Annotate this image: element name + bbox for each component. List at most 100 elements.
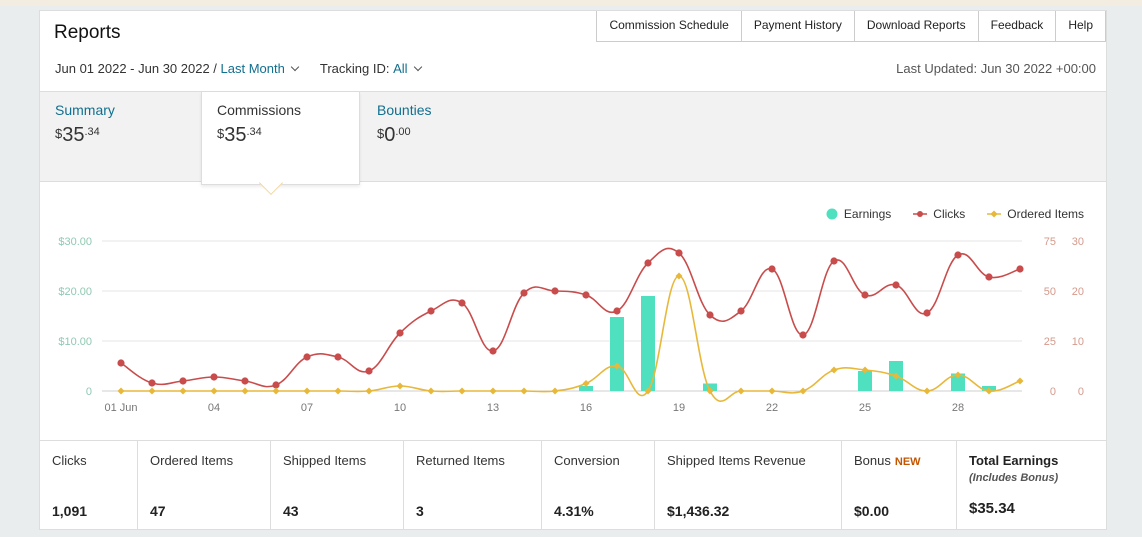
amount-whole: 35 (224, 124, 247, 146)
clicks-point (489, 347, 497, 355)
chart-legend: Earnings Clicks Ordered Items (826, 207, 1084, 221)
x-tick-label: 01 Jun (104, 402, 137, 414)
ordered-items-point (396, 382, 404, 390)
y-right-clicks-tick-label: 25 (1044, 336, 1056, 348)
y-left-tick-label: 0 (86, 386, 92, 398)
top-accent-bar (0, 0, 1142, 6)
ordered-items-point (427, 387, 435, 395)
tab-commissions[interactable]: Commissions $35.34 (201, 92, 360, 185)
ordered-items-point (985, 387, 993, 395)
y-left-tick-label: $30.00 (58, 236, 92, 248)
clicks-point (272, 381, 280, 389)
clicks-point (830, 257, 838, 265)
ordered-items-point (675, 272, 683, 280)
clicks-point (923, 309, 931, 317)
performance-chart: $30.00 75 30 $20.00 50 20 $10.00 25 10 0 0 0 01 Jun 0… (58, 236, 1084, 414)
ordered-items-point (613, 362, 621, 370)
x-tick-label: 19 (673, 402, 685, 414)
commission-schedule-link[interactable]: Commission Schedule (596, 11, 742, 42)
metric-bonus: Bonus NEW $0.00 (842, 441, 957, 529)
clicks-point (644, 259, 652, 267)
legend-ordered-items[interactable]: Ordered Items (987, 207, 1084, 221)
ordered-items-point (241, 387, 249, 395)
clicks-point (117, 359, 125, 367)
y-right-clicks-tick-label: 50 (1044, 286, 1056, 298)
metric-clicks: Clicks 1,091 (40, 441, 138, 529)
ordered-items-point (117, 387, 125, 395)
tab-label: Commissions (217, 102, 302, 118)
ordered-items-point (551, 387, 559, 395)
metric-total-earnings: Total Earnings (Includes Bonus) $35.34 (957, 441, 1106, 529)
clicks-point (892, 281, 900, 289)
metric-label: Shipped Items (283, 453, 367, 468)
ordered-items-point (923, 387, 931, 395)
metrics-row: Clicks 1,091 Ordered Items 47 Shipped It… (40, 440, 1106, 529)
ordered-items-point (768, 387, 776, 395)
clicks-point (334, 353, 342, 361)
metric-label: Clicks (52, 453, 87, 468)
legend-earnings[interactable]: Earnings (826, 207, 891, 221)
ordered-items-point (272, 387, 280, 395)
ordered-items-point (644, 387, 652, 395)
tab-bounties[interactable]: Bounties $0.00 (362, 92, 523, 181)
clicks-point (427, 307, 435, 315)
ordered-items-line-icon (987, 210, 1002, 218)
metric-shipped-items-revenue: Shipped Items Revenue $1,436.32 (655, 441, 842, 529)
metric-sublabel: (Includes Bonus) (969, 472, 1059, 484)
clicks-point (148, 379, 156, 387)
reports-panel: Reports Commission Schedule Payment Hist… (39, 10, 1107, 530)
y-right-items-tick-label: 0 (1078, 386, 1084, 398)
earnings-bar (703, 383, 717, 391)
ordered-items-point (1016, 377, 1024, 385)
y-right-items-tick-label: 30 (1072, 236, 1084, 248)
metric-value: $0.00 (854, 503, 890, 519)
metric-value: $35.34 (969, 500, 1015, 517)
y-right-clicks-tick-label: 75 (1044, 236, 1056, 248)
metric-shipped-items: Shipped Items 43 (271, 441, 404, 529)
clicks-point (768, 265, 776, 273)
tracking-id-dropdown[interactable]: All (393, 61, 422, 76)
tab-summary[interactable]: Summary $35.34 (40, 92, 201, 181)
clicks-point (551, 287, 559, 295)
tab-amount: $0.00 (377, 124, 508, 147)
metric-value: 1,091 (52, 503, 88, 519)
clicks-point (365, 367, 373, 375)
ordered-items-point (861, 366, 869, 374)
clicks-point (458, 299, 466, 307)
last-updated: Last Updated: Jun 30 2022 +00:00 (896, 61, 1096, 76)
y-left-tick-label: $20.00 (58, 286, 92, 298)
amount-cents: .00 (395, 126, 411, 138)
ordered-items-point (365, 387, 373, 395)
clicks-point (179, 377, 187, 385)
x-tick-label: 22 (766, 402, 778, 414)
currency-symbol: $ (217, 126, 225, 141)
clicks-line-icon (913, 211, 928, 217)
top-nav: Commission Schedule Payment History Down… (596, 11, 1106, 42)
x-tick-label: 25 (859, 402, 871, 414)
clicks-point (303, 353, 311, 361)
earnings-bar (641, 296, 655, 391)
help-link[interactable]: Help (1055, 11, 1106, 42)
clicks-point (520, 289, 528, 297)
download-reports-link[interactable]: Download Reports (853, 11, 979, 42)
clicks-point (861, 291, 869, 299)
clicks-point (954, 251, 962, 259)
date-range-text: Jun 01 2022 - Jun 30 2022 / (55, 61, 217, 76)
payment-history-link[interactable]: Payment History (740, 11, 855, 42)
ordered-items-point (830, 366, 838, 374)
ordered-items-point (582, 380, 590, 387)
metric-value: 3 (416, 503, 424, 519)
clicks-point (396, 329, 404, 337)
earnings-dot-icon (826, 208, 838, 220)
ordered-items-point (303, 387, 311, 395)
tab-amount: $35.34 (55, 124, 186, 147)
clicks-point (241, 377, 249, 385)
page-title: Reports (54, 22, 121, 43)
date-preset-dropdown[interactable]: Last Month (221, 61, 300, 76)
clicks-point (582, 291, 590, 299)
metric-label: Bonus NEW (854, 453, 956, 468)
x-tick-label: 07 (301, 402, 313, 414)
legend-clicks[interactable]: Clicks (913, 207, 965, 221)
earnings-bar (951, 373, 965, 391)
metric-label: Total Earnings (969, 453, 1059, 468)
